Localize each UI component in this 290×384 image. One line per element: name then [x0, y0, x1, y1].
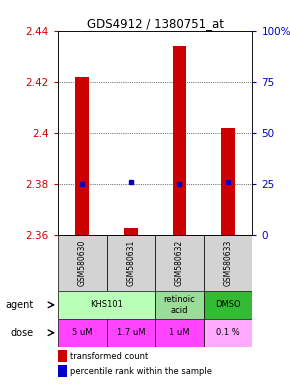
- Bar: [58, 291, 155, 319]
- Text: GSM580632: GSM580632: [175, 240, 184, 286]
- Text: 1.7 uM: 1.7 uM: [117, 328, 145, 337]
- Bar: [124, 227, 138, 235]
- Text: percentile rank within the sample: percentile rank within the sample: [70, 367, 212, 376]
- Bar: [58, 235, 106, 291]
- Bar: [58, 319, 106, 347]
- Bar: [204, 291, 252, 319]
- Text: 0.1 %: 0.1 %: [216, 328, 240, 337]
- Text: GSM580633: GSM580633: [224, 240, 233, 286]
- Bar: [58, 365, 67, 377]
- Bar: [204, 319, 252, 347]
- Text: transformed count: transformed count: [70, 352, 148, 361]
- Bar: [75, 77, 89, 235]
- Text: 1 uM: 1 uM: [169, 328, 190, 337]
- Bar: [106, 235, 155, 291]
- Text: GSM580630: GSM580630: [78, 240, 87, 286]
- Bar: [58, 350, 67, 362]
- Text: 5 uM: 5 uM: [72, 328, 93, 337]
- Text: GSM580631: GSM580631: [126, 240, 135, 286]
- Title: GDS4912 / 1380751_at: GDS4912 / 1380751_at: [87, 17, 224, 30]
- Text: retinoic
acid: retinoic acid: [164, 295, 195, 314]
- Bar: [221, 128, 235, 235]
- Text: KHS101: KHS101: [90, 300, 123, 310]
- Bar: [155, 319, 204, 347]
- Text: agent: agent: [6, 300, 34, 310]
- Text: DMSO: DMSO: [215, 300, 241, 310]
- Bar: [106, 319, 155, 347]
- Bar: [173, 46, 186, 235]
- Bar: [155, 291, 204, 319]
- Bar: [204, 235, 252, 291]
- Text: dose: dose: [11, 328, 34, 338]
- Bar: [155, 235, 204, 291]
